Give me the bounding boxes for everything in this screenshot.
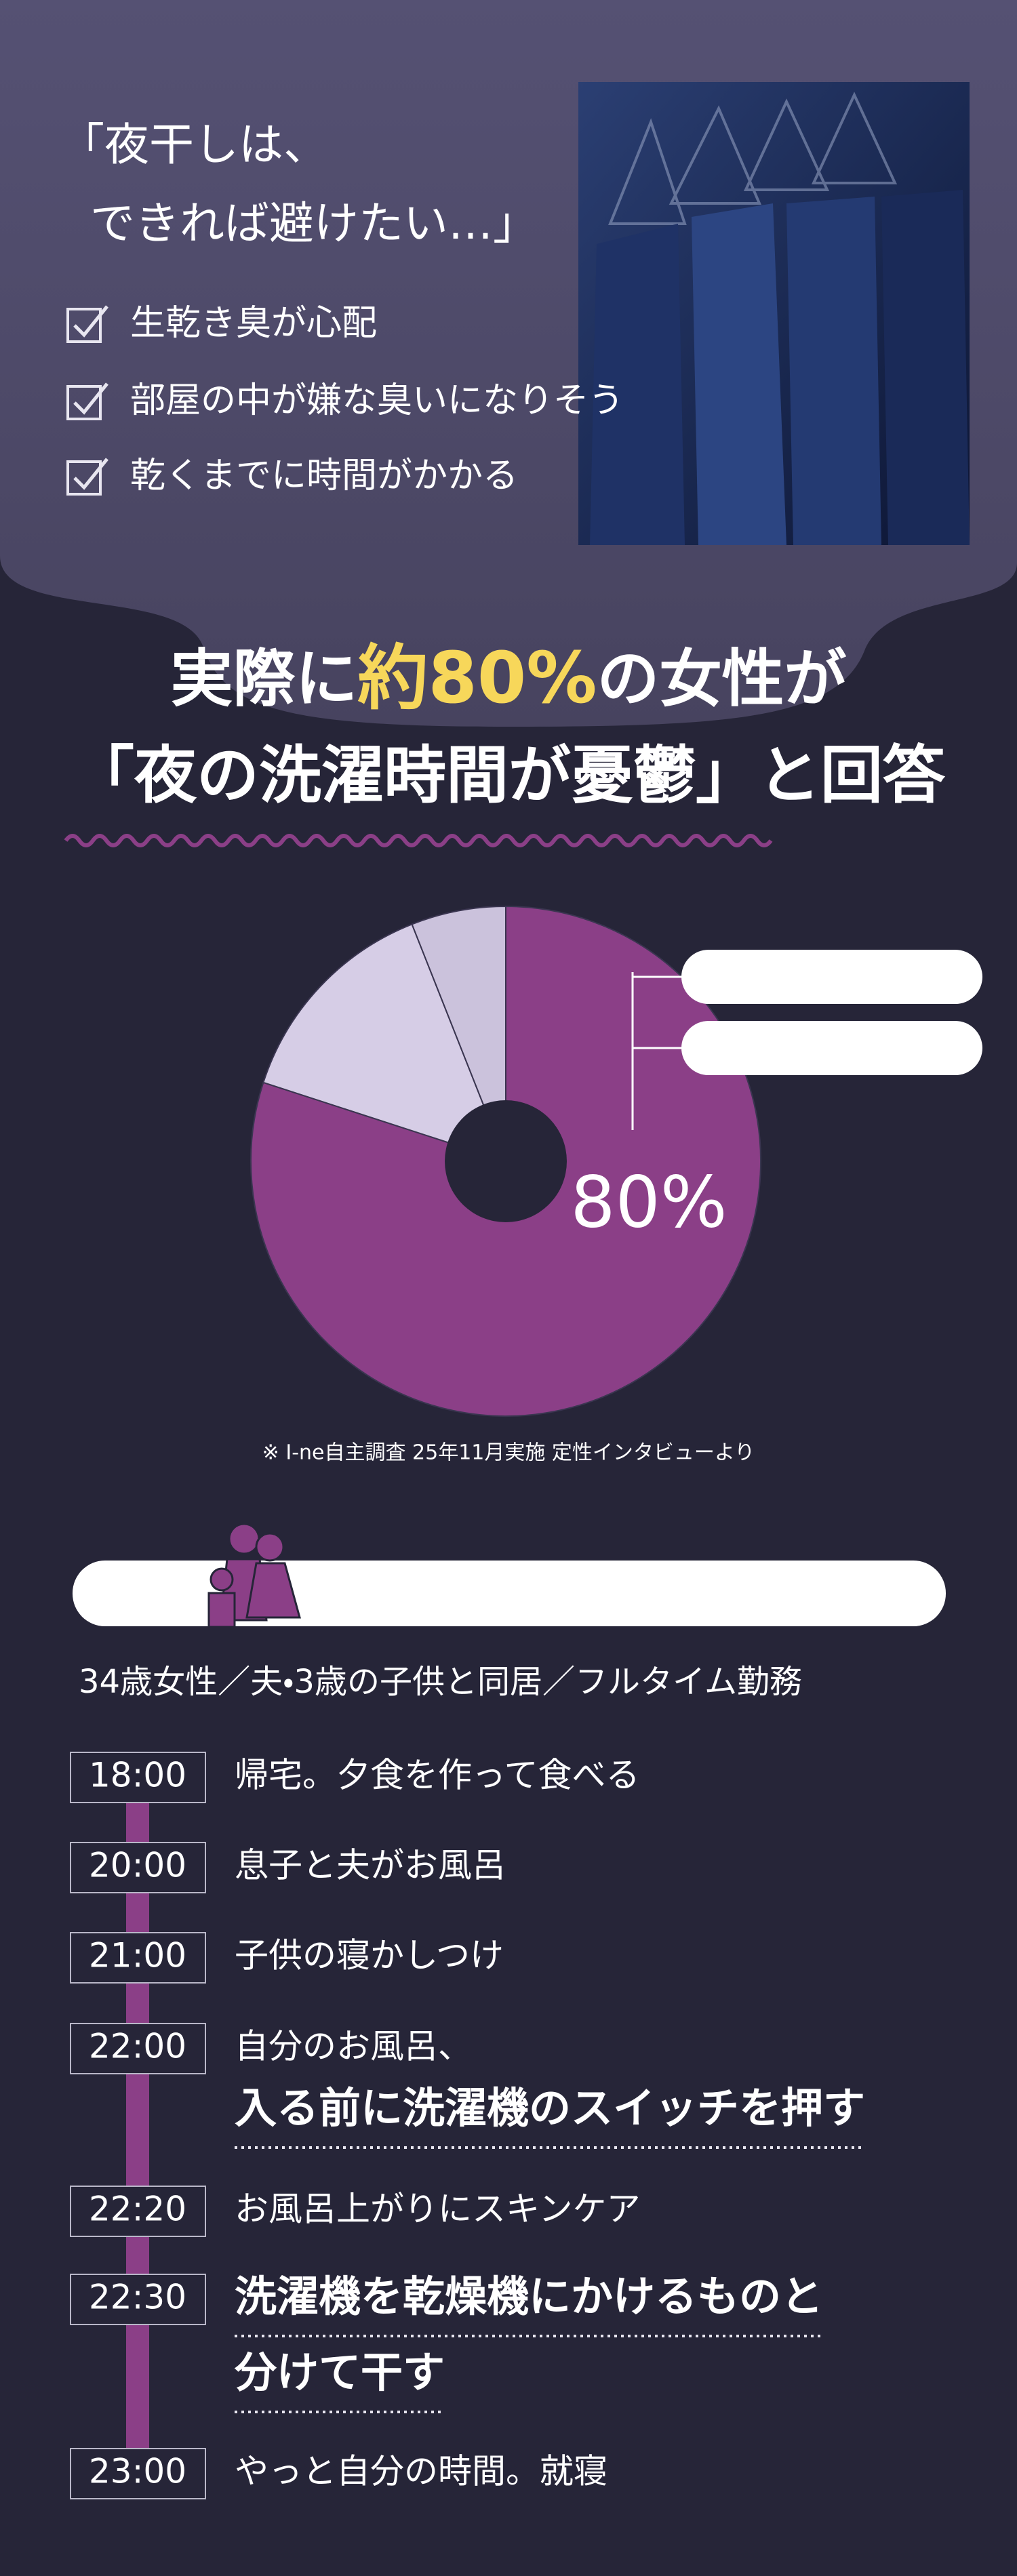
time: 22:00	[89, 2027, 186, 2066]
schedule-title: タイムスケジュール例	[338, 1568, 727, 1614]
headline-part: 実際に	[171, 643, 358, 715]
headline-part: の女性が	[597, 643, 846, 715]
callout-text: やや共感する	[742, 1029, 921, 1064]
headline-line: 「夜の洗濯時間が憂鬱」と回答	[72, 739, 946, 811]
icon-body	[207, 1592, 236, 1628]
icon-head	[210, 1567, 234, 1592]
time: 20:00	[89, 1846, 186, 1885]
callout-text: とても共感する	[729, 958, 935, 992]
callout-pill	[681, 950, 982, 1004]
check-item: 生乾き臭が心配	[66, 303, 377, 344]
icon-head	[228, 1523, 260, 1555]
time: 21:00	[89, 1936, 186, 1975]
pie-slice	[411, 905, 506, 1162]
icon-body	[245, 1562, 301, 1619]
checkbox	[66, 308, 102, 343]
highlight-text: 分けて干す	[234, 2348, 445, 2397]
time: 18:00	[89, 1756, 186, 1795]
time: 23:00	[89, 2452, 186, 2491]
icon-head	[255, 1532, 285, 1562]
quote-line: 「夜干しは、	[60, 119, 328, 171]
quote-line: できれば避けたい…」	[90, 197, 538, 249]
schedule-subtitle: 34歳女性／夫・3歳の子供と同居／フルタイム勤務	[79, 1663, 802, 1701]
time-box	[70, 1932, 206, 1984]
checkbox	[66, 460, 102, 496]
headline-line: 実際に約80%の女性が	[171, 637, 847, 719]
time-box	[70, 2186, 206, 2237]
checkmark	[73, 382, 108, 415]
check-item: 部屋の中が嫌な臭いになりそう	[66, 380, 624, 421]
check-text: 部屋の中が嫌な臭いになりそう	[130, 380, 624, 421]
callout-pill	[681, 1021, 982, 1075]
highlight-text: 洗濯機を乾燥機にかけるものと	[235, 2272, 823, 2321]
pie-hole	[445, 1100, 567, 1222]
time-box	[70, 2274, 206, 2325]
item-text: お風呂上がりにスキンケア	[235, 2190, 641, 2229]
headline-part: 約80%	[358, 637, 597, 719]
time: 22:20	[89, 2190, 186, 2229]
item-text: 子供の寝かしつけ	[235, 1936, 504, 1975]
item-text: やっと自分の時間。就寝	[235, 2452, 607, 2491]
checkbox	[66, 385, 102, 420]
checkmark	[73, 305, 108, 338]
checkmark	[73, 458, 108, 490]
pie-slice	[262, 923, 507, 1163]
timeline-bar	[126, 1802, 149, 2455]
people-icon	[207, 1523, 301, 1628]
wavy-line	[64, 834, 773, 847]
note: ※ I-ne自主調査 25年11月実施 定性インタビューより	[262, 1441, 755, 1465]
time-box	[70, 1752, 206, 1803]
item-text: 息子と夫がお風呂	[235, 1846, 506, 1885]
item-text: 自分のお風呂、	[235, 2027, 472, 2066]
photo	[578, 82, 970, 545]
check-text: 乾くまでに時間がかかる	[130, 456, 518, 496]
time-box	[70, 2448, 206, 2499]
time-box	[70, 1842, 206, 1893]
time-box	[70, 2023, 206, 2074]
check-item: 乾くまでに時間がかかる	[66, 456, 518, 496]
check-text: 生乾き臭が心配	[130, 303, 377, 344]
pie-value-label: 80%	[570, 1161, 727, 1243]
time: 22:30	[89, 2278, 186, 2317]
item-text: 帰宅。夕食を作って食べる	[235, 1756, 640, 1795]
highlight-text: 入る前に洗濯機のスイッチを押す	[235, 2083, 865, 2133]
